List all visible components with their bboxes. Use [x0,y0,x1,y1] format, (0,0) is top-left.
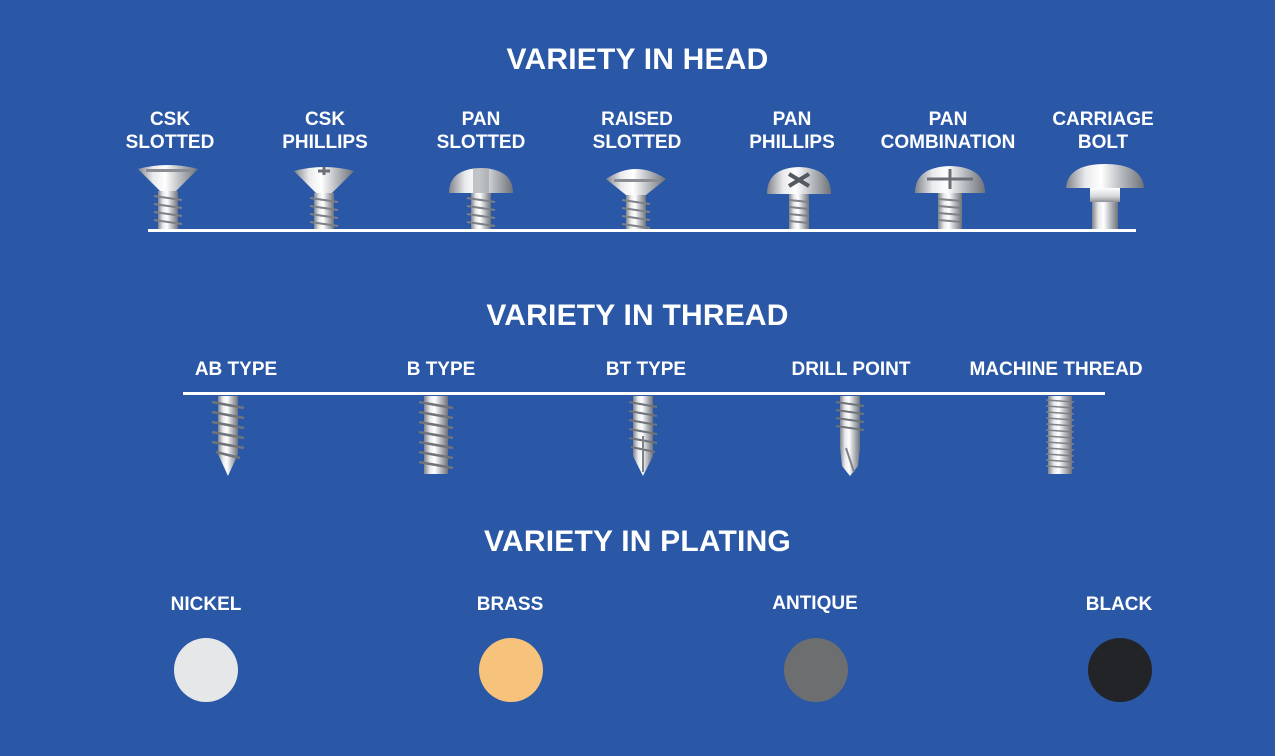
head-label-line1: CARRIAGE [1052,109,1154,130]
head-label-pan-slotted: PAN SLOTTED [396,108,566,154]
csk-phillips-screw-icon [294,167,354,231]
head-label-line1: PAN [772,109,812,130]
drill-point-thread-icon [835,396,865,476]
thread-label-bt-type: BT TYPE [605,359,687,380]
bt-type-thread-icon [628,396,658,476]
head-label-carriage-bolt: CARRIAGE BOLT [1018,108,1188,154]
head-label-csk-slotted: CSK SLOTTED [85,108,255,154]
thread-label-b-type: B TYPE [406,359,476,380]
head-label-line1: RAISED [601,109,673,130]
head-label-csk-phillips: CSK PHILLIPS [240,108,410,154]
head-label-line2: SLOTTED [436,132,526,153]
head-label-line2: PHILLIPS [749,132,835,153]
ab-type-thread-icon [211,396,245,476]
head-section-title: VARIETY IN HEAD [506,43,769,76]
head-label-line2: BOLT [1077,132,1129,153]
head-label-pan-combination: PAN COMBINATION [863,108,1033,154]
head-label-line2: COMBINATION [880,132,1016,153]
brass-swatch [479,638,543,702]
pan-phillips-screw-icon [767,167,831,231]
nickel-swatch [174,638,238,702]
pan-combination-screw-icon [915,166,985,231]
antique-swatch [784,638,848,702]
csk-slotted-screw-icon [138,165,198,231]
head-label-line2: SLOTTED [125,132,215,153]
thread-label-ab-type: AB TYPE [194,359,278,380]
head-label-line2: SLOTTED [592,132,682,153]
machine-thread-icon [1045,396,1075,474]
thread-label-machine-thread: MACHINE THREAD [969,359,1143,380]
head-label-line1: PAN [461,109,501,130]
raised-slotted-screw-icon [606,169,666,231]
black-swatch [1088,638,1152,702]
thread-divider-line [183,392,1105,395]
head-label-raised-slotted: RAISED SLOTTED [552,108,722,154]
plating-section-title: VARIETY IN PLATING [484,525,791,558]
head-label-line1: CSK [149,109,191,130]
head-divider-line [148,229,1136,232]
pan-slotted-screw-icon [449,168,513,231]
plating-label-antique: ANTIQUE [772,593,858,614]
plating-label-black: BLACK [1085,594,1153,615]
thread-label-drill-point: DRILL POINT [791,359,911,380]
head-label-line2: PHILLIPS [282,132,368,153]
head-label-line1: CSK [304,109,346,130]
head-label-line1: PAN [928,109,968,130]
plating-label-nickel: NICKEL [170,594,242,615]
carriage-bolt-icon [1066,164,1144,231]
b-type-thread-icon [418,396,454,474]
thread-section-title: VARIETY IN THREAD [486,299,789,332]
head-label-pan-phillips: PAN PHILLIPS [707,108,877,154]
plating-label-brass: BRASS [476,594,544,615]
